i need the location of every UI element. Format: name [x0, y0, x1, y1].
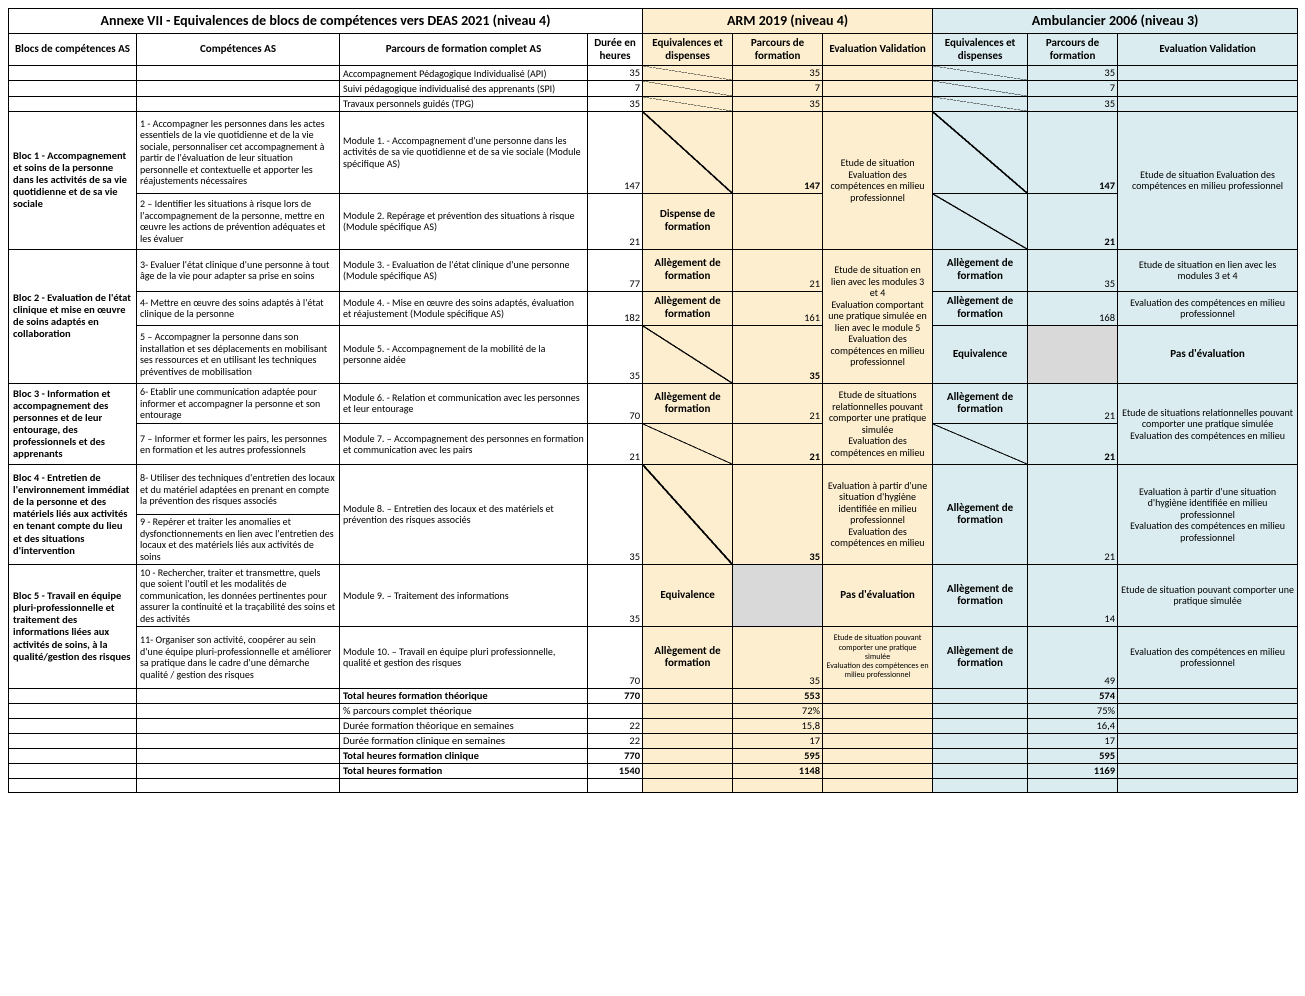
comp5: 5 – Accompagner la personne dans son ins… — [137, 325, 340, 383]
tot2-label: % parcours complet théorique — [340, 704, 588, 719]
mod6: Module 6. - Relation et communication av… — [340, 383, 588, 424]
total-row-5: Total heures formation clinique 770 595 … — [9, 749, 1298, 764]
bloc4-row1: Bloc 4 - Entretien de l'environnement im… — [9, 464, 1298, 514]
col-amb-pf: Parcours de formation — [1028, 34, 1118, 66]
bloc1-arm-ev: Etude de situation Evaluation des compét… — [823, 111, 933, 249]
comp3: 3- Evaluer l'état clinique d'une personn… — [137, 249, 340, 291]
bloc5-row1: Bloc 5 - Travail en équipe pluri-profess… — [9, 564, 1298, 626]
col-amb-ev: Evaluation Validation — [1118, 34, 1298, 66]
bloc1-row1: Bloc 1 - Accompagnement et soins de la p… — [9, 111, 1298, 193]
mod2: Module 2. Repérage et prévention des sit… — [340, 193, 588, 249]
equivalence-table: Annexe VII - Equivalences de blocs de co… — [8, 8, 1298, 793]
api-arm-pf: 35 — [733, 66, 823, 81]
comp9: 9 - Repérer et traiter les anomalies et … — [137, 514, 340, 564]
blank-row — [9, 779, 1298, 793]
api-amb-eq — [933, 66, 1028, 81]
total-row-6: Total heures formation 1540 1148 1169 — [9, 764, 1298, 779]
api-h: 35 — [588, 66, 643, 81]
mod1-h: 147 — [588, 111, 643, 193]
api-arm-eq — [643, 66, 733, 81]
bloc4-title: Bloc 4 - Entretien de l'environnement im… — [9, 464, 137, 564]
api-amb-pf: 35 — [1028, 66, 1118, 81]
bloc5-row2: 11- Organiser son activité, coopérer au … — [9, 626, 1298, 688]
header-row: Blocs de compétences AS Compétences AS P… — [9, 34, 1298, 66]
bloc2-amb-ev1: Etude de situation en lien avec les modu… — [1118, 249, 1298, 291]
comp1: 1 - Accompagner les personnes dans les a… — [137, 111, 340, 193]
col-comp: Compétences AS — [137, 34, 340, 66]
tot6-label: Total heures formation — [340, 764, 588, 779]
col-bloc: Blocs de compétences AS — [9, 34, 137, 66]
api-label: Accompagnement Pédagogique Individualisé… — [340, 66, 588, 81]
bloc3-amb-ev: Etude de situations relationnelles pouva… — [1118, 383, 1298, 464]
col-arm-pf: Parcours de formation — [733, 34, 823, 66]
bloc4-arm-ev: Evaluation à partir d'une situation d'hy… — [823, 464, 933, 564]
disp-label: Dispense de formation — [643, 193, 733, 249]
bloc1-amb-ev: Etude de situation Evaluation des compét… — [1118, 111, 1298, 249]
tot4-label: Durée formation clinique en semaines — [340, 734, 588, 749]
mod4: Module 4. - Mise en œuvre des soins adap… — [340, 291, 588, 325]
bloc2-row1: Bloc 2 - Evaluation de l'état clinique e… — [9, 249, 1298, 291]
bloc2-title: Bloc 2 - Evaluation de l'état clinique e… — [9, 249, 137, 383]
bloc5-amb-ev1: Etude de situation pouvant comporter une… — [1118, 564, 1298, 626]
spi-label: Suivi pédagogique individualisé des appr… — [340, 81, 588, 96]
prelim-row-tpg: Travaux personnels guidés (TPG) 35 35 35 — [9, 96, 1298, 111]
bloc2-arm-ev: Etude de situation en lien avec les modu… — [823, 249, 933, 383]
total-row-2: % parcours complet théorique 72% 75% — [9, 704, 1298, 719]
total-row-3: Durée formation théorique en semaines 22… — [9, 719, 1298, 734]
comp7: 7 – Informer et former les pairs, les pe… — [137, 424, 340, 465]
tot5-label: Total heures formation clinique — [340, 749, 588, 764]
tot1-label: Total heures formation théorique — [340, 688, 588, 703]
equiv-label: Equivalence — [933, 325, 1028, 383]
noeval-label: Pas d'évaluation — [1118, 325, 1298, 383]
mod3: Module 3. - Evaluation de l'état cliniqu… — [340, 249, 588, 291]
col-dur: Durée en heures — [588, 34, 643, 66]
bloc2-row3: 5 – Accompagner la personne dans son ins… — [9, 325, 1298, 383]
mod5: Module 5. - Accompagnement de la mobilit… — [340, 325, 588, 383]
col-arm-eq: Equivalences et dispenses — [643, 34, 733, 66]
prelim-row-api: Accompagnement Pédagogique Individualisé… — [9, 66, 1298, 81]
mod1: Module 1. - Accompagnement d'une personn… — [340, 111, 588, 193]
total-row-4: Durée formation clinique en semaines 22 … — [9, 734, 1298, 749]
spi-h: 7 — [588, 81, 643, 96]
col-parc: Parcours de formation complet AS — [340, 34, 588, 66]
comp11: 11- Organiser son activité, coopérer au … — [137, 626, 340, 688]
mod8: Module 8. – Entretien des locaux et des … — [340, 464, 588, 564]
bloc3-row1: Bloc 3 - Information et accompagnement d… — [9, 383, 1298, 424]
comp10: 10 - Rechercher, traiter et transmettre,… — [137, 564, 340, 626]
bloc5-title: Bloc 5 - Travail en équipe pluri-profess… — [9, 564, 137, 688]
bloc3-arm-ev: Etude de situations relationnelles pouva… — [823, 383, 933, 464]
bloc1-title: Bloc 1 - Accompagnement et soins de la p… — [9, 111, 137, 249]
col-arm-ev: Evaluation Validation — [823, 34, 933, 66]
comp6: 6- Etablir une communication adaptée pou… — [137, 383, 340, 424]
comp4: 4- Mettre en œuvre des soins adaptés à l… — [137, 291, 340, 325]
mod10: Module 10. – Travail en équipe pluri pro… — [340, 626, 588, 688]
bloc1-row2: 2 – Identifier les situations à risque l… — [9, 193, 1298, 249]
comp2: 2 – Identifier les situations à risque l… — [137, 193, 340, 249]
title-row: Annexe VII - Equivalences de blocs de co… — [9, 9, 1298, 34]
tot3-label: Durée formation théorique en semaines — [340, 719, 588, 734]
bloc3-title: Bloc 3 - Information et accompagnement d… — [9, 383, 137, 464]
bloc2-row2: 4- Mettre en œuvre des soins adaptés à l… — [9, 291, 1298, 325]
total-row-1: Total heures formation théorique 770 553… — [9, 688, 1298, 703]
bloc4-amb-ev: Evaluation à partir d'une situation d'hy… — [1118, 464, 1298, 564]
prelim-row-spi: Suivi pédagogique individualisé des appr… — [9, 81, 1298, 96]
mod7: Module 7. – Accompagnement des personnes… — [340, 424, 588, 465]
arm-section-title: ARM 2019 (niveau 4) — [643, 9, 933, 34]
comp8: 8- Utiliser des techniques d'entretien d… — [137, 464, 340, 514]
col-amb-eq: Equivalences et dispenses — [933, 34, 1028, 66]
bloc3-row2: 7 – Informer et former les pairs, les pe… — [9, 424, 1298, 465]
bloc5-arm-ev: Etude de situation pouvant comporter une… — [823, 626, 933, 688]
main-title: Annexe VII - Equivalences de blocs de co… — [9, 9, 643, 34]
amb-section-title: Ambulancier 2006 (niveau 3) — [933, 9, 1298, 34]
mod9: Module 9. – Traitement des informations — [340, 564, 588, 626]
tpg-h: 35 — [588, 96, 643, 111]
tpg-label: Travaux personnels guidés (TPG) — [340, 96, 588, 111]
